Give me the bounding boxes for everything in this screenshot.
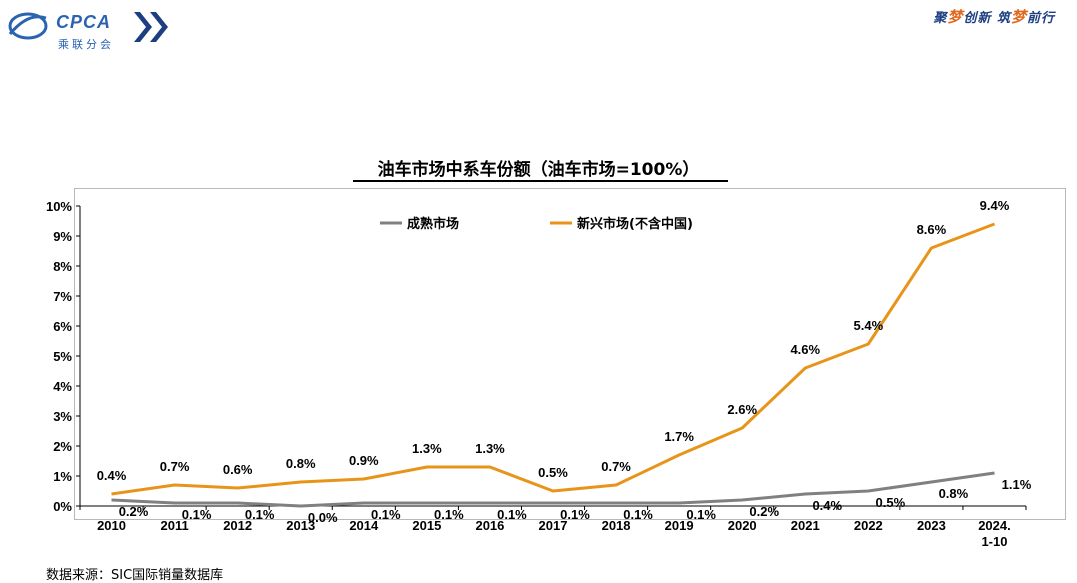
data-label: 1.3% xyxy=(475,441,505,456)
x-tick-label: 2023 xyxy=(917,518,946,533)
y-tick-label: 5% xyxy=(53,349,72,364)
x-tick-label: 2010 xyxy=(97,518,126,533)
data-label: 5.4% xyxy=(854,318,884,333)
x-tick-label: 2020 xyxy=(728,518,757,533)
x-tick-label: 2019 xyxy=(665,518,694,533)
logo-subtitle: 乘联分会 xyxy=(58,38,114,51)
x-tick-label: 2013 xyxy=(286,518,315,533)
title-underline xyxy=(353,180,728,182)
y-tick-label: 6% xyxy=(53,319,72,334)
source-footnote: 数据来源：SIC国际销量数据库 xyxy=(46,568,224,583)
legend-entry: 成熟市场 xyxy=(407,216,459,232)
legend-entry: 新兴市场(不含中国) xyxy=(577,216,693,232)
data-label: 0.1% xyxy=(434,507,464,522)
data-label: 0.1% xyxy=(371,507,401,522)
y-tick-label: 2% xyxy=(53,439,72,454)
y-tick-label: 4% xyxy=(53,379,72,394)
data-label: 0.4% xyxy=(812,498,842,513)
data-label: 0.1% xyxy=(245,507,275,522)
x-tick-label: 2011 xyxy=(160,518,188,533)
data-label: 0.1% xyxy=(182,507,212,522)
data-label: 0.2% xyxy=(749,504,779,519)
x-tick-label: 1-10 xyxy=(981,534,1007,549)
data-label: 0.1% xyxy=(623,507,653,522)
data-label: 0.0% xyxy=(308,510,338,525)
data-label: 0.7% xyxy=(160,459,190,474)
data-label: 0.1% xyxy=(497,507,527,522)
x-tick-label: 2017 xyxy=(539,518,568,533)
chart-title: 油车市场中系车份额（油车市场=100%） xyxy=(377,160,700,180)
data-label: 0.8% xyxy=(939,486,969,501)
x-tick-label: 2015 xyxy=(412,518,441,533)
data-label: 0.6% xyxy=(223,462,253,477)
cpca-logo: CPCA 乘联分会 xyxy=(4,4,179,51)
data-label: 1.7% xyxy=(664,429,694,444)
data-label: 9.4% xyxy=(980,198,1010,213)
x-tick-label: 2014 xyxy=(349,518,379,533)
data-label: 0.2% xyxy=(119,504,149,519)
y-tick-label: 9% xyxy=(53,229,72,244)
data-label: 1.1% xyxy=(1002,477,1032,492)
slogan-part: 前行 xyxy=(1026,11,1055,26)
slogan-part: 聚 xyxy=(933,11,948,26)
slogan: 聚梦创新 筑梦前行 xyxy=(933,6,1055,27)
y-tick-label: 0% xyxy=(53,499,72,514)
x-tick-label: 2018 xyxy=(602,518,631,533)
data-label: 0.7% xyxy=(601,459,631,474)
data-label: 0.1% xyxy=(686,507,716,522)
x-tick-label: 2024. xyxy=(978,518,1011,533)
data-label: 8.6% xyxy=(917,222,947,237)
data-label: 4.6% xyxy=(790,342,820,357)
y-tick-label: 3% xyxy=(53,409,72,424)
x-tick-label: 2012 xyxy=(223,518,252,533)
data-label: 0.5% xyxy=(538,465,568,480)
data-label: 0.1% xyxy=(560,507,590,522)
slogan-accent: 梦 xyxy=(1010,8,1027,26)
x-tick-label: 2022 xyxy=(854,518,883,533)
data-label: 2.6% xyxy=(727,402,757,417)
logo-text: CPCA xyxy=(56,12,112,32)
series-line-1 xyxy=(111,222,996,496)
y-tick-label: 8% xyxy=(53,259,72,274)
data-label: 0.9% xyxy=(349,453,379,468)
y-tick-label: 7% xyxy=(53,289,72,304)
chart-frame xyxy=(74,188,1066,520)
x-tick-label: 2016 xyxy=(475,518,504,533)
data-label: 0.5% xyxy=(876,495,906,510)
series-line-0 xyxy=(111,471,995,508)
data-label: 1.3% xyxy=(412,441,442,456)
data-label: 0.8% xyxy=(286,456,316,471)
slogan-accent: 梦 xyxy=(947,8,964,26)
x-tick-label: 2021 xyxy=(791,518,820,533)
y-tick-label: 10% xyxy=(46,199,72,214)
data-label: 0.4% xyxy=(97,468,127,483)
logo-emblem xyxy=(8,12,168,42)
y-tick-label: 1% xyxy=(53,469,72,484)
slogan-part: 创新 筑 xyxy=(963,11,1011,26)
